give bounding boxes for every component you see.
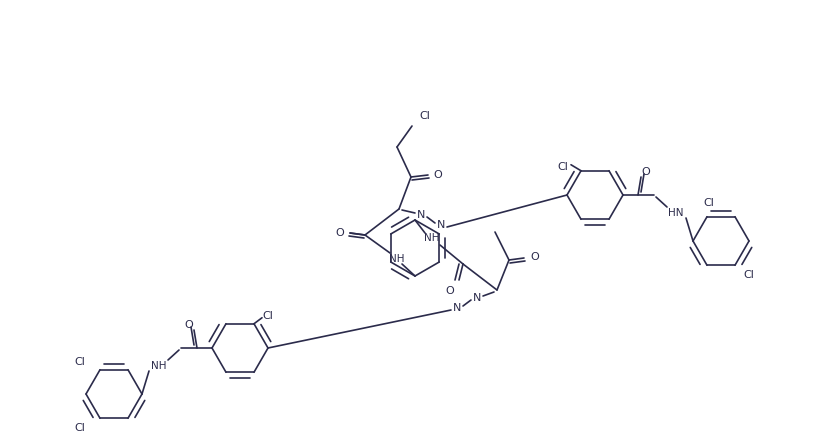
Text: Cl: Cl — [557, 162, 568, 172]
Text: NH: NH — [151, 361, 166, 371]
Text: Cl: Cl — [703, 198, 714, 208]
Text: Cl: Cl — [74, 423, 85, 433]
Text: HN: HN — [667, 208, 683, 218]
Text: N: N — [436, 220, 445, 230]
Text: NH: NH — [389, 254, 405, 264]
Text: Cl: Cl — [74, 357, 85, 367]
Text: Cl: Cl — [263, 311, 273, 321]
Text: N: N — [472, 293, 481, 303]
Text: Cl: Cl — [742, 270, 753, 280]
Text: O: O — [433, 170, 442, 180]
Text: O: O — [641, 167, 650, 177]
Text: O: O — [185, 320, 193, 330]
Text: NH: NH — [424, 233, 439, 243]
Text: N: N — [452, 303, 461, 313]
Text: Cl: Cl — [419, 111, 430, 121]
Text: O: O — [335, 228, 344, 238]
Text: O: O — [445, 286, 454, 296]
Text: N: N — [416, 210, 425, 220]
Text: O: O — [530, 252, 538, 262]
